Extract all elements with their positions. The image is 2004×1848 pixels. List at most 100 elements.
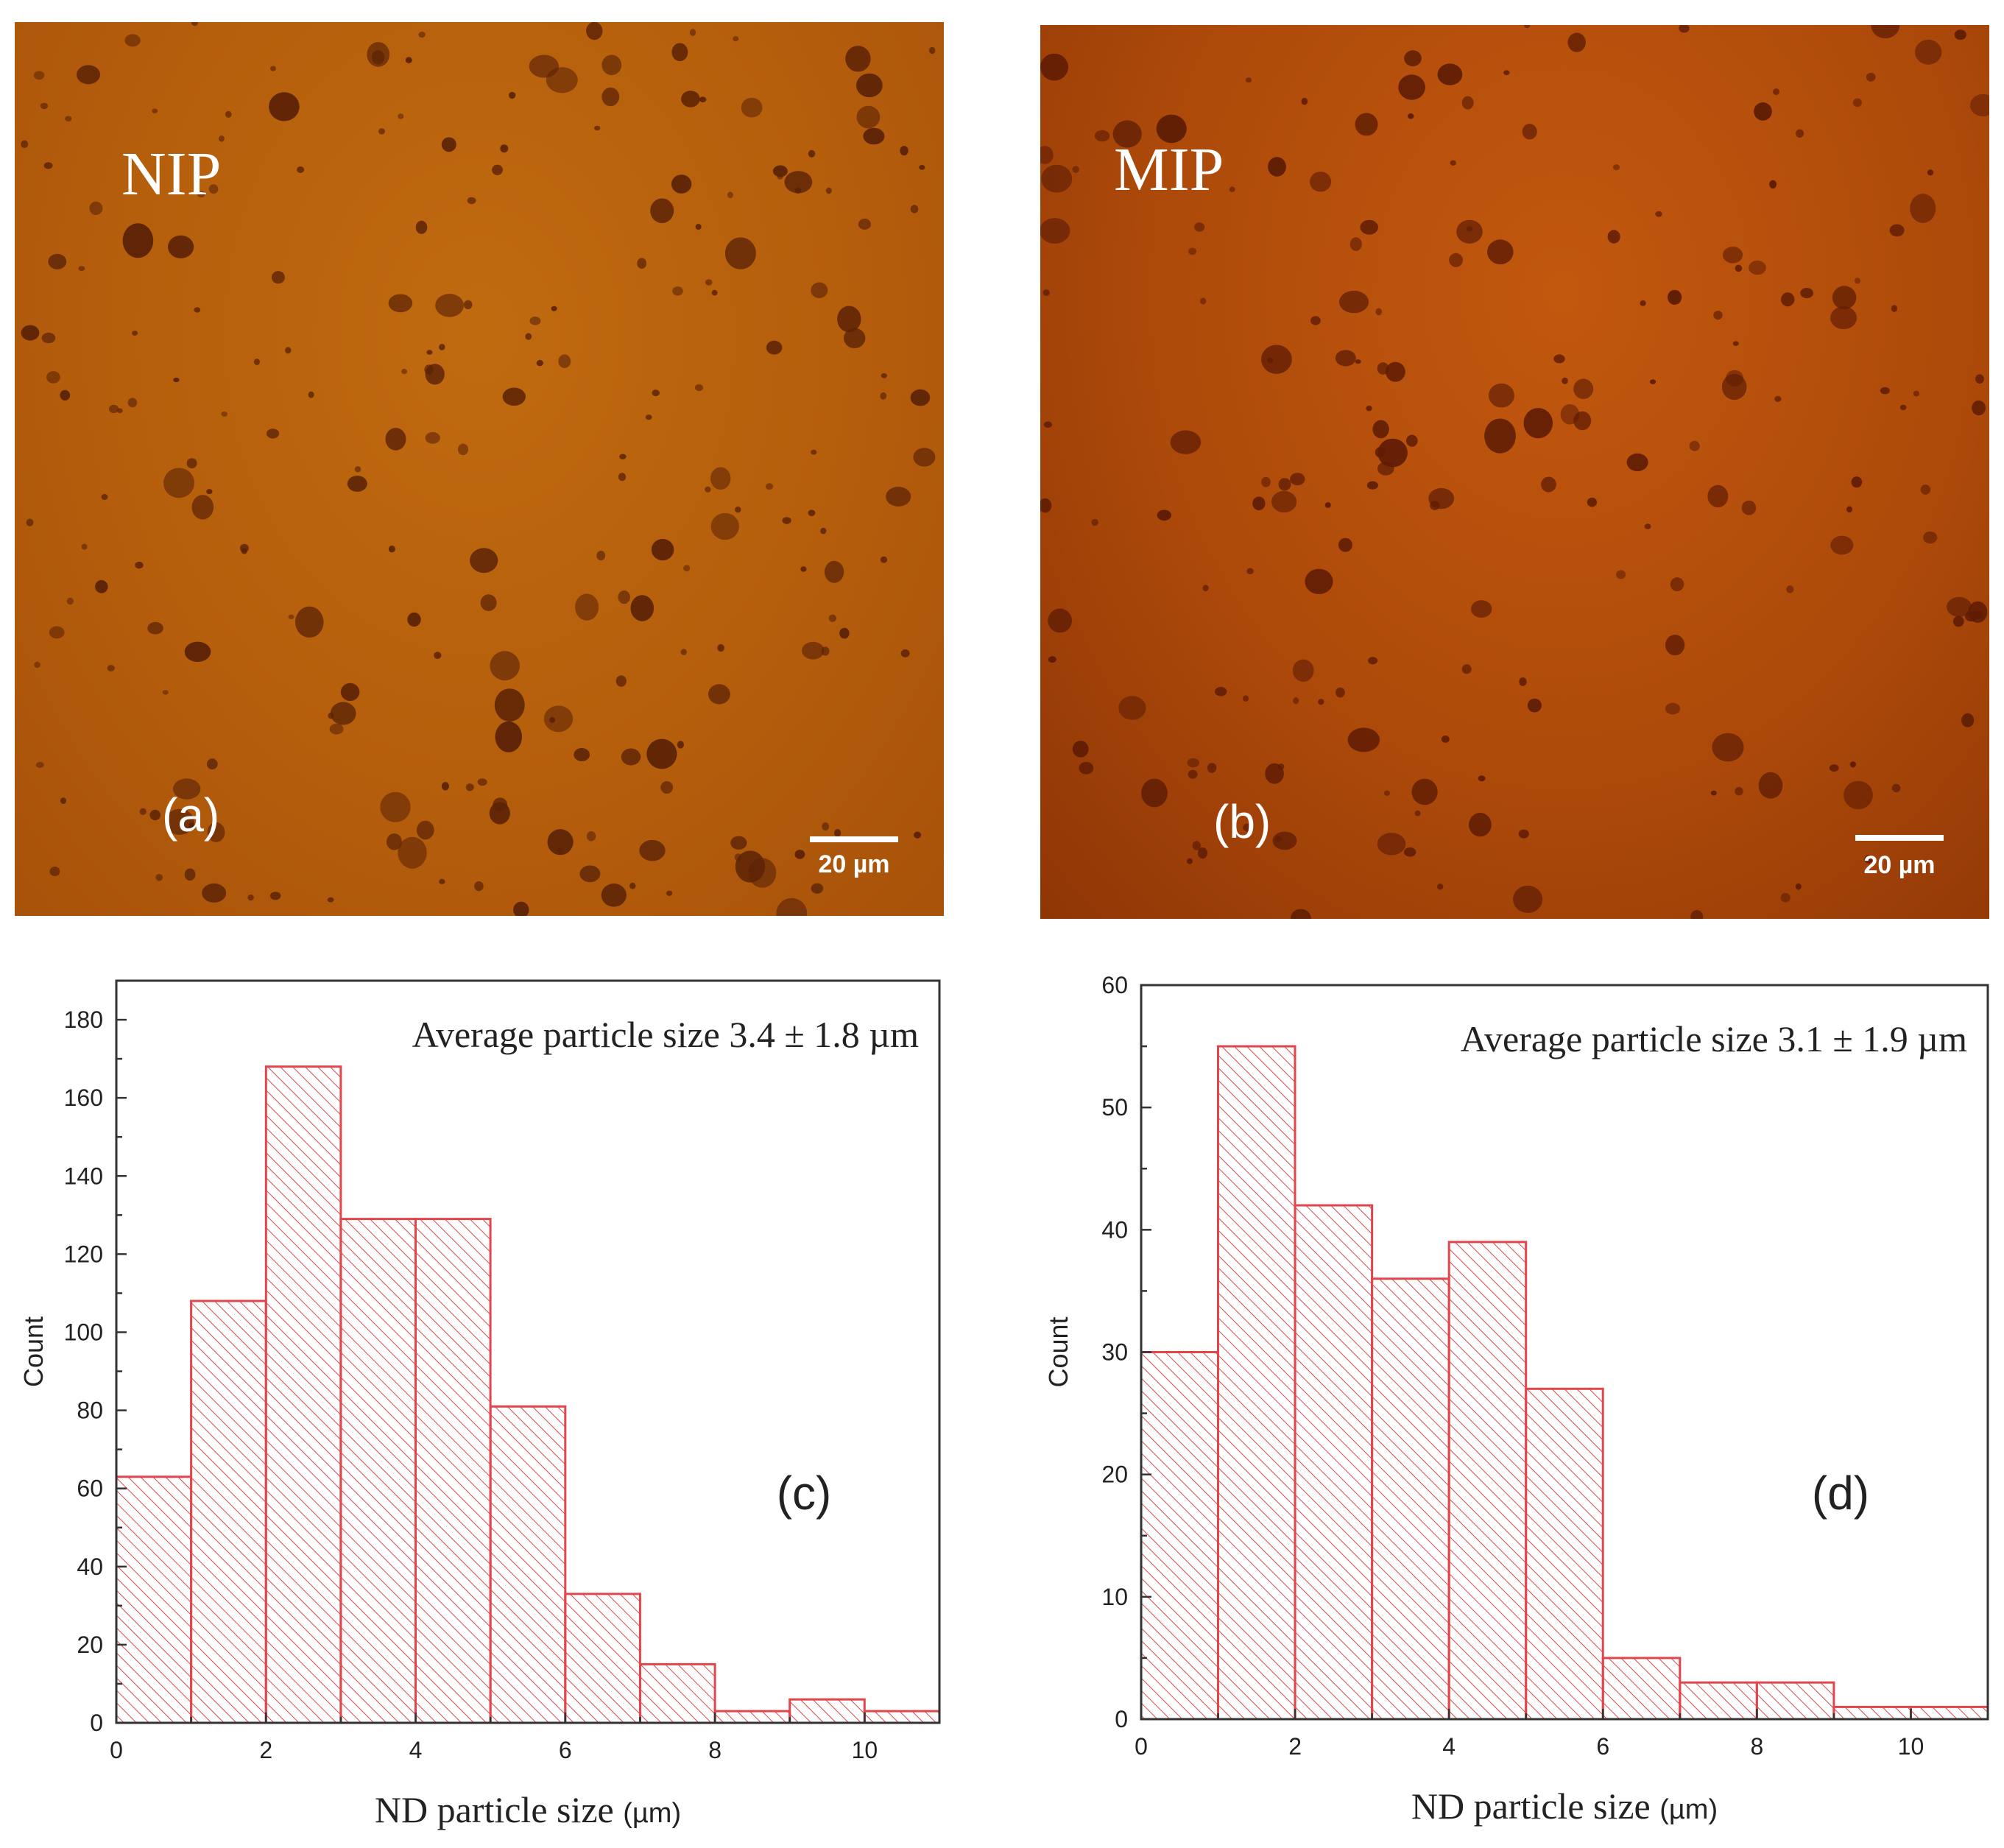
particle xyxy=(824,560,844,583)
particle xyxy=(1274,836,1283,842)
histogram-bar xyxy=(1140,1351,1219,1721)
particle xyxy=(1527,698,1542,713)
particle xyxy=(845,46,871,72)
particle xyxy=(340,683,360,702)
particle xyxy=(1377,438,1408,468)
particle xyxy=(645,415,652,420)
particle xyxy=(724,237,756,269)
particle xyxy=(1915,39,1942,65)
particle xyxy=(1587,497,1598,507)
x-tick-label: 2 xyxy=(259,1737,272,1763)
particle xyxy=(1268,157,1286,177)
particle xyxy=(1668,289,1682,305)
particle xyxy=(782,517,791,524)
particle xyxy=(881,373,888,378)
particle xyxy=(1713,311,1723,320)
particle xyxy=(1091,518,1098,526)
particle xyxy=(784,171,813,194)
particle xyxy=(77,65,100,85)
particle xyxy=(1954,29,1966,40)
particle xyxy=(910,389,931,406)
particle xyxy=(329,723,344,735)
particle xyxy=(1157,509,1171,521)
particle xyxy=(671,43,688,62)
particle xyxy=(1522,124,1537,140)
particle xyxy=(202,883,227,903)
particle xyxy=(711,289,718,296)
y-tick-label: 120 xyxy=(64,1241,103,1267)
particle xyxy=(1428,487,1455,509)
particle xyxy=(1243,695,1249,702)
particle xyxy=(1355,113,1378,136)
particle xyxy=(66,597,74,605)
particle xyxy=(1484,418,1516,454)
x-tick-label: 4 xyxy=(409,1737,423,1763)
particle xyxy=(122,223,154,258)
histogram-bar xyxy=(863,1710,941,1724)
particle xyxy=(586,831,596,842)
particle xyxy=(900,649,910,657)
particle xyxy=(1349,237,1362,251)
particle xyxy=(163,468,194,498)
particle xyxy=(1488,383,1514,408)
particle xyxy=(1243,823,1252,832)
particle xyxy=(1272,831,1297,850)
particle xyxy=(1573,378,1594,399)
particle xyxy=(1079,761,1094,775)
y-tick-label: 160 xyxy=(64,1085,103,1111)
particle xyxy=(271,271,285,284)
particle xyxy=(1040,146,1054,164)
particle xyxy=(839,627,850,639)
scale-bar xyxy=(810,836,898,842)
particle xyxy=(513,901,529,916)
particle xyxy=(1375,308,1382,316)
particle xyxy=(1849,761,1856,768)
particle xyxy=(1735,264,1743,272)
particle xyxy=(1774,395,1782,402)
particle xyxy=(1972,400,1986,416)
particle xyxy=(1562,377,1568,384)
particle xyxy=(490,651,520,681)
particle xyxy=(547,829,574,856)
particle xyxy=(601,54,622,76)
particle xyxy=(666,890,673,897)
particle xyxy=(1310,316,1321,325)
particle xyxy=(378,128,385,135)
particle xyxy=(1889,224,1905,237)
particle xyxy=(191,22,198,27)
particle xyxy=(269,892,281,900)
particle xyxy=(477,778,487,786)
particle xyxy=(108,404,119,414)
particle xyxy=(833,828,842,837)
particle xyxy=(480,594,497,611)
particle xyxy=(1194,222,1205,232)
particle xyxy=(415,220,428,234)
particle xyxy=(1229,186,1235,192)
particle xyxy=(546,67,578,94)
particle xyxy=(730,836,747,850)
particle xyxy=(1786,585,1794,593)
y-tick-label: 30 xyxy=(1101,1339,1128,1366)
particle xyxy=(1830,306,1857,330)
particle xyxy=(465,783,474,791)
particle xyxy=(1377,833,1406,856)
particle xyxy=(689,29,696,36)
sample-label-mip: MIP xyxy=(1114,135,1224,204)
particle xyxy=(529,317,541,325)
particle xyxy=(405,57,412,63)
particle xyxy=(247,895,254,901)
panel-letter-b: (b) xyxy=(1213,795,1271,848)
particle xyxy=(699,96,707,102)
particle xyxy=(1170,430,1202,454)
particle xyxy=(1112,120,1142,148)
y-tick-label: 20 xyxy=(1101,1461,1128,1488)
particle xyxy=(1456,219,1483,244)
particle xyxy=(494,688,525,722)
particle xyxy=(327,897,334,903)
particle xyxy=(1891,783,1901,793)
particle xyxy=(651,539,674,561)
particle xyxy=(1471,600,1492,618)
particle xyxy=(1679,25,1690,33)
particle xyxy=(594,125,601,131)
